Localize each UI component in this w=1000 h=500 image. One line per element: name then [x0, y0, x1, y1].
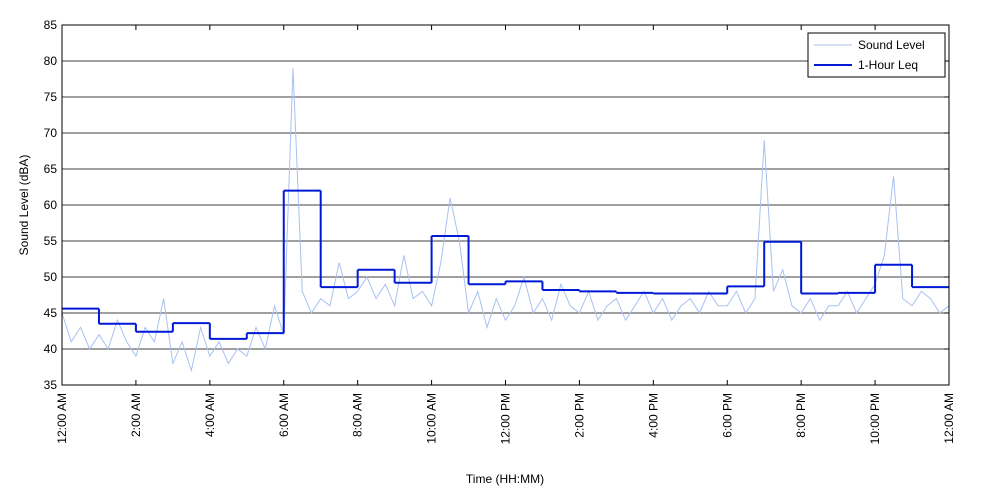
y-tick-label: 85 — [44, 18, 58, 32]
legend-label: Sound Level — [858, 38, 925, 52]
plot-frame — [61, 24, 950, 386]
y-tick-label: 35 — [44, 378, 58, 392]
y-tick-label: 75 — [44, 90, 58, 104]
x-tick-label: 10:00 PM — [868, 393, 882, 444]
x-tick-label: 6:00 AM — [277, 393, 291, 437]
y-tick-label: 65 — [44, 162, 58, 176]
y-tick-label: 50 — [44, 270, 58, 284]
x-tick-label: 12:00 AM — [55, 393, 69, 444]
sound-level-line — [61, 68, 950, 373]
x-tick-label: 4:00 AM — [203, 393, 217, 437]
y-tick-label: 45 — [44, 306, 58, 320]
y-tick-label: 60 — [44, 198, 58, 212]
y-axis-label: Sound Level (dBA) — [17, 155, 31, 256]
y-tick-label: 55 — [44, 234, 58, 248]
legend-box — [807, 32, 946, 78]
x-tick-label: 12:00 PM — [499, 393, 513, 444]
x-tick-label: 4:00 PM — [646, 393, 660, 438]
legend-label: 1-Hour Leq — [858, 58, 918, 72]
y-tick-label: 70 — [44, 126, 58, 140]
x-tick-label: 8:00 AM — [351, 393, 365, 437]
x-tick-label: 10:00 AM — [425, 393, 439, 444]
x-tick-label: 12:00 AM — [942, 393, 956, 444]
x-axis-label: Time (HH:MM) — [466, 472, 544, 486]
x-tick-label: 8:00 PM — [794, 393, 808, 438]
x-tick-label: 2:00 PM — [572, 393, 586, 438]
y-tick-label: 40 — [44, 342, 58, 356]
x-tick-label: 2:00 AM — [129, 393, 143, 437]
y-tick-label: 80 — [44, 54, 58, 68]
x-tick-label: 6:00 PM — [720, 393, 734, 438]
